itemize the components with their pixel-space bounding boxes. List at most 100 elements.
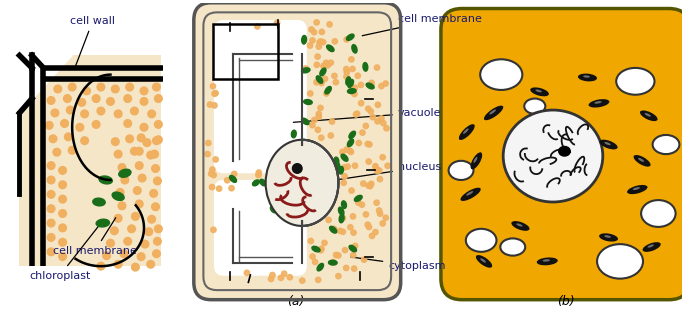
FancyBboxPatch shape	[441, 8, 690, 300]
Circle shape	[340, 215, 346, 221]
Circle shape	[322, 240, 327, 246]
Ellipse shape	[588, 99, 609, 108]
Ellipse shape	[500, 238, 526, 256]
Ellipse shape	[346, 77, 351, 85]
Circle shape	[49, 135, 57, 143]
Circle shape	[81, 137, 89, 144]
Ellipse shape	[330, 226, 337, 233]
Circle shape	[363, 212, 369, 217]
Ellipse shape	[339, 207, 344, 215]
Circle shape	[287, 275, 293, 280]
Circle shape	[323, 60, 329, 66]
Circle shape	[365, 106, 371, 111]
Circle shape	[114, 214, 122, 222]
Ellipse shape	[599, 233, 618, 241]
Text: nucleus: nucleus	[338, 162, 441, 180]
Circle shape	[375, 102, 381, 108]
Ellipse shape	[633, 187, 640, 190]
Circle shape	[363, 123, 369, 129]
Ellipse shape	[449, 161, 473, 180]
Ellipse shape	[484, 106, 503, 120]
Circle shape	[347, 148, 353, 154]
Ellipse shape	[302, 36, 307, 44]
Circle shape	[366, 159, 372, 164]
Circle shape	[206, 140, 211, 146]
Circle shape	[353, 112, 359, 117]
Circle shape	[319, 29, 325, 35]
Circle shape	[377, 176, 383, 182]
Ellipse shape	[597, 244, 643, 279]
Circle shape	[126, 135, 133, 143]
FancyBboxPatch shape	[20, 56, 161, 266]
Ellipse shape	[317, 263, 323, 271]
Circle shape	[321, 64, 326, 69]
FancyBboxPatch shape	[194, 3, 401, 300]
Circle shape	[351, 266, 357, 271]
Circle shape	[66, 106, 74, 114]
Circle shape	[132, 212, 139, 220]
Circle shape	[315, 54, 321, 59]
Circle shape	[374, 65, 380, 70]
Circle shape	[138, 174, 146, 182]
Circle shape	[47, 191, 55, 198]
Circle shape	[107, 239, 114, 247]
Circle shape	[92, 95, 100, 102]
Ellipse shape	[339, 214, 344, 223]
Circle shape	[336, 253, 341, 258]
Circle shape	[135, 200, 143, 208]
Circle shape	[329, 119, 335, 124]
Circle shape	[51, 109, 59, 117]
Ellipse shape	[578, 74, 597, 81]
Circle shape	[140, 98, 148, 105]
Circle shape	[309, 27, 314, 32]
Circle shape	[150, 190, 158, 197]
Circle shape	[336, 273, 341, 279]
Circle shape	[377, 211, 383, 216]
Ellipse shape	[503, 110, 603, 202]
Circle shape	[340, 229, 346, 234]
Ellipse shape	[302, 68, 310, 73]
Circle shape	[118, 202, 126, 210]
Ellipse shape	[118, 169, 131, 177]
Circle shape	[83, 87, 91, 95]
Circle shape	[331, 226, 337, 232]
Circle shape	[244, 270, 250, 275]
Bar	[213, 24, 278, 79]
Ellipse shape	[312, 246, 320, 252]
Circle shape	[333, 80, 339, 85]
Ellipse shape	[348, 80, 353, 87]
Ellipse shape	[349, 131, 355, 139]
Circle shape	[626, 73, 634, 81]
Circle shape	[350, 66, 355, 72]
Circle shape	[368, 109, 374, 114]
Circle shape	[126, 83, 133, 91]
Ellipse shape	[595, 101, 602, 104]
Text: cell wall: cell wall	[70, 16, 115, 67]
Text: cell membrane: cell membrane	[362, 14, 482, 36]
Ellipse shape	[327, 45, 334, 51]
Circle shape	[360, 130, 365, 135]
Text: vacuole: vacuole	[293, 108, 441, 122]
Circle shape	[151, 150, 158, 158]
Circle shape	[128, 225, 135, 233]
Ellipse shape	[346, 34, 354, 40]
Ellipse shape	[352, 45, 357, 53]
Circle shape	[361, 257, 367, 262]
Ellipse shape	[328, 260, 337, 265]
Ellipse shape	[489, 110, 496, 115]
Circle shape	[47, 162, 55, 169]
Circle shape	[321, 39, 325, 45]
Circle shape	[373, 229, 378, 235]
Ellipse shape	[652, 135, 680, 154]
Circle shape	[380, 155, 385, 160]
Circle shape	[344, 74, 349, 79]
Circle shape	[375, 119, 381, 124]
Circle shape	[121, 176, 129, 184]
Circle shape	[328, 60, 334, 66]
Ellipse shape	[648, 245, 654, 248]
Ellipse shape	[335, 163, 339, 170]
Circle shape	[112, 138, 119, 145]
Circle shape	[319, 80, 324, 86]
Circle shape	[275, 20, 279, 26]
Circle shape	[352, 91, 357, 97]
